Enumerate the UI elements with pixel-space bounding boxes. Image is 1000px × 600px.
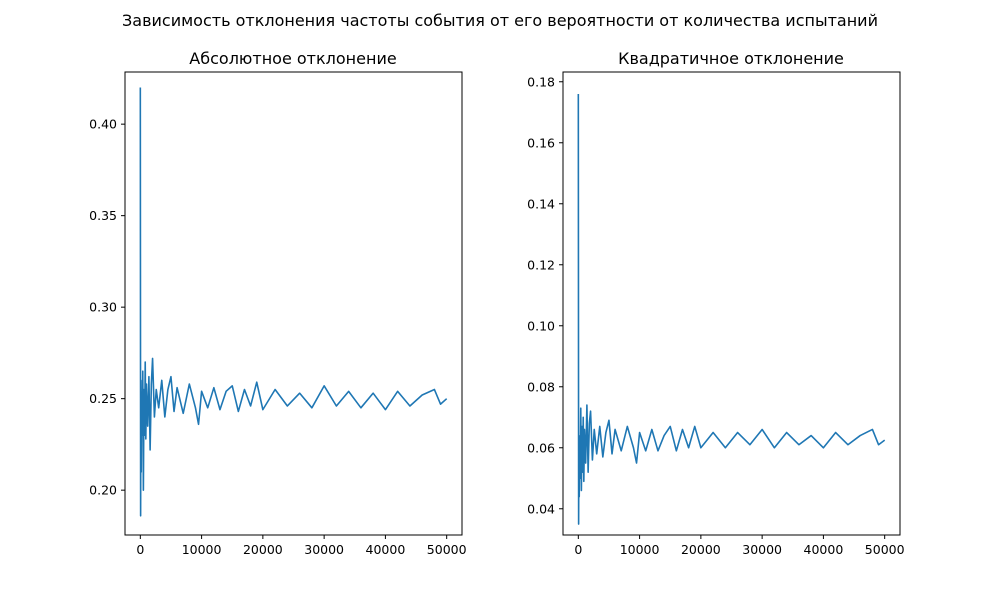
sq-y-tick-label-5: 0.14 — [527, 196, 555, 211]
sq-x-tick-label-1: 10000 — [620, 542, 660, 557]
sq-x-tick-label-5: 50000 — [865, 542, 905, 557]
sq-y-tick-label-4: 0.12 — [527, 257, 555, 272]
sq-y-tick-label-6: 0.16 — [527, 135, 555, 150]
sq-deviation-title: Квадратичное отклонение — [618, 49, 844, 68]
sq-x-tick-label-4: 40000 — [804, 542, 844, 557]
abs-x-tick-label-1: 10000 — [182, 542, 222, 557]
abs-y-tick-label-0: 0.20 — [89, 483, 117, 498]
abs-x-tick-label-0: 0 — [136, 542, 144, 557]
abs-x-tick-label-2: 20000 — [243, 542, 283, 557]
sq-x-tick-label-0: 0 — [574, 542, 582, 557]
sq-x-tick-label-2: 20000 — [681, 542, 721, 557]
sq-axes-frame — [562, 71, 901, 536]
sq-deviation-chart: Квадратичное отклонение 0 10000 20000 30000… — [527, 49, 904, 557]
abs-x-tick-label-5: 50000 — [427, 542, 467, 557]
abs-y-tick-label-2: 0.30 — [89, 300, 117, 315]
abs-y-tick-label-3: 0.35 — [89, 208, 117, 223]
sq-x-tick-label-3: 30000 — [742, 542, 782, 557]
abs-deviation-chart: Абсолютное отклонение 0 10000 20000 30000 40… — [89, 49, 466, 557]
abs-deviation-title: Абсолютное отклонение — [189, 49, 396, 68]
sq-y-tick-label-0: 0.04 — [527, 501, 555, 516]
sq-y-tick-label-7: 0.18 — [527, 74, 555, 89]
abs-axes-frame — [124, 71, 463, 536]
figure-title: Зависимость отклонения частоты события о… — [122, 11, 878, 30]
abs-y-tick-label-4: 0.40 — [89, 117, 117, 132]
abs-series-line-0 — [139, 87, 448, 517]
sq-y-tick-label-2: 0.08 — [527, 379, 555, 394]
sq-series-line-0 — [577, 93, 886, 525]
abs-x-tick-label-3: 30000 — [304, 542, 344, 557]
abs-x-tick-label-4: 40000 — [366, 542, 406, 557]
sq-y-tick-label-1: 0.06 — [527, 440, 555, 455]
sq-y-tick-label-3: 0.10 — [527, 318, 555, 333]
abs-y-tick-label-1: 0.25 — [89, 391, 117, 406]
